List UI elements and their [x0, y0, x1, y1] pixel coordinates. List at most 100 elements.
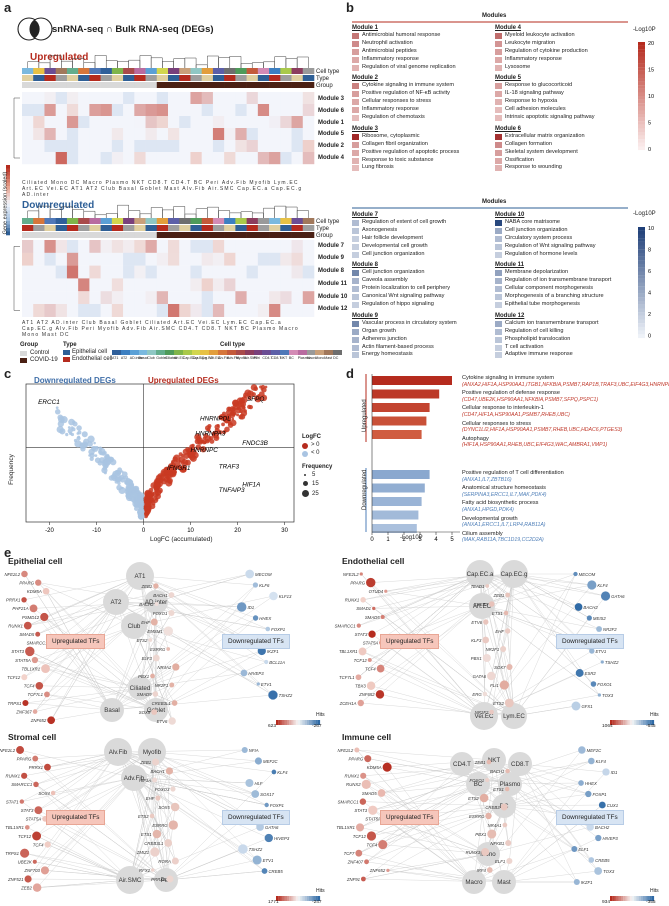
- type-track-cell: [123, 225, 135, 231]
- tf-dot: [587, 615, 592, 620]
- tf-dot: [164, 626, 173, 635]
- tf-dot: [22, 700, 28, 706]
- heatmap-cell: [235, 152, 247, 164]
- heatmap-cell: [224, 92, 236, 104]
- heatmap-cell: [89, 278, 101, 291]
- heatmap-cell: [235, 253, 247, 266]
- heatmap-cell: [202, 253, 214, 266]
- module-term-label: Cell adhesion molecules: [505, 106, 566, 114]
- tf-label: ZEB1: [474, 760, 486, 765]
- tf-label: MECOM: [579, 572, 596, 577]
- tf-label: SOX4: [38, 791, 50, 796]
- tf-label: ETS1: [492, 611, 503, 616]
- hits-bar-segment: [612, 896, 614, 901]
- group-track-cell: [123, 82, 135, 88]
- type-track-cell: [33, 225, 45, 231]
- heatmap-cell: [146, 304, 158, 317]
- heatmap-cell: [235, 116, 247, 128]
- module-term: Lysosome: [495, 64, 632, 72]
- module-term: Collagen fibril organization: [352, 141, 489, 149]
- group-track-cell: [224, 232, 236, 238]
- heatmap-cell: [224, 152, 236, 164]
- heatmap-cell: [258, 304, 270, 317]
- dendrogram-branch: [241, 212, 252, 218]
- volcano-point: [167, 478, 173, 484]
- tf-dot: [264, 660, 268, 664]
- legend-celltype-title: Cell type: [220, 342, 245, 349]
- group-track-cell: [213, 232, 225, 238]
- go-term-genes: (MAK,RAB11A,TBC1D19,CC2D2A): [462, 537, 667, 543]
- heatmap-cell: [44, 104, 56, 116]
- tf-label: ZNF703: [23, 868, 40, 873]
- module-term: Collagen formation: [495, 141, 632, 149]
- up-scale-title: -Log10P: [633, 27, 656, 34]
- module-term-swatch: [352, 107, 359, 113]
- tf-network: CD4.TNKTCD8.TBCPlasmoDCMonoMacroMastNFE2…: [334, 732, 668, 906]
- down-scale-segment: [638, 260, 645, 264]
- heatmap-cell: [56, 104, 68, 116]
- celltype-legend-label: DC: [333, 356, 338, 360]
- volcano-point: [116, 477, 121, 482]
- heatmap-cell: [224, 104, 236, 116]
- tf-dot: [368, 631, 375, 638]
- heatmap-cell: [280, 104, 292, 116]
- go-bar-down: [372, 470, 430, 479]
- module-term-swatch: [495, 65, 502, 71]
- down-scale-segment: [638, 290, 645, 294]
- module-term: Hair follicle development: [352, 235, 489, 243]
- volcano-point: [94, 454, 97, 457]
- tf-label: ETV1: [261, 682, 272, 687]
- heatmap-cell: [134, 152, 146, 164]
- modules-up-title: Modules: [482, 13, 506, 20]
- tf-dot: [485, 778, 489, 782]
- go-term-name: Positive regulation of defense response: [462, 390, 667, 397]
- celltype-track-cell: [269, 68, 281, 74]
- tf-label: STAT3: [21, 808, 34, 813]
- tf-dot: [16, 746, 24, 754]
- module-term-swatch: [352, 345, 359, 351]
- heatmap-cell: [213, 240, 225, 253]
- up-scale-segment: [638, 46, 645, 50]
- tf-label: EHF: [146, 796, 155, 801]
- tf-label: GATA6: [265, 825, 279, 830]
- group-track-cell: [67, 82, 79, 88]
- heatmap-cell: [123, 253, 135, 266]
- heatmap-cell: [202, 140, 214, 152]
- tf-edge: [152, 752, 258, 761]
- volcano-point: [137, 491, 140, 494]
- heatmap-cell: [146, 278, 158, 291]
- module-term: Inflammatory response: [495, 56, 632, 64]
- legend-freq-title: Frequency: [302, 464, 332, 471]
- tf-label: TOX3: [602, 693, 614, 698]
- celltype-legend-label: Mono: [315, 356, 324, 360]
- go-bar-down: [372, 511, 418, 520]
- down-scale-segment: [638, 320, 645, 324]
- tf-dot: [264, 803, 268, 807]
- tf-dot: [32, 756, 38, 762]
- heatmap-cell: [44, 140, 56, 152]
- tf-edge: [388, 870, 474, 882]
- celltype-track-cell: [303, 68, 315, 74]
- celltype-legend-swatch: Cap.EC.g: [192, 350, 201, 355]
- dendrogram-branch: [50, 56, 61, 68]
- module-term-swatch: [352, 294, 359, 300]
- celltype-legend-swatch: AT2: [121, 350, 130, 355]
- tf-dot: [150, 814, 155, 819]
- tf-label: ZNF367: [15, 709, 32, 714]
- hits-bar-segment: [283, 896, 285, 901]
- tf-dot: [237, 602, 247, 612]
- hits-bar-segment: [291, 896, 293, 901]
- celltype-legend-label: AT2: [121, 356, 127, 360]
- tf-dot: [269, 592, 278, 601]
- heatmap-cell: [269, 304, 281, 317]
- hits-bar-segment: [617, 896, 619, 901]
- tf-label: SMAD1: [356, 606, 371, 611]
- heatmap-cell: [22, 92, 34, 104]
- dendrogram-branch: [106, 61, 117, 68]
- module-term: Circulatory system process: [495, 235, 632, 243]
- celltype-track-cell: [134, 218, 146, 224]
- heatmap-cell: [168, 140, 180, 152]
